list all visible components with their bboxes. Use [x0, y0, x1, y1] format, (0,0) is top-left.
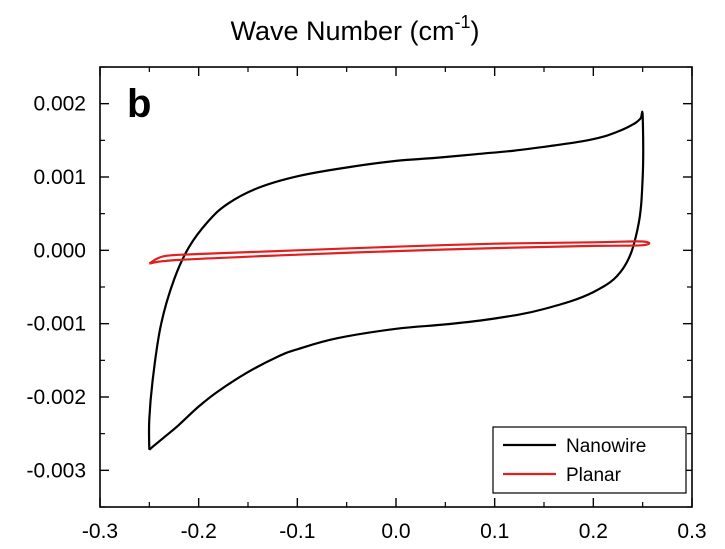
y-tick-label: -0.001	[26, 313, 86, 336]
x-tick-label: 0.3	[677, 520, 706, 543]
y-tick-label: -0.003	[26, 459, 86, 482]
x-tick-label: -0.1	[279, 520, 315, 543]
x-tick-label: 0.2	[579, 520, 608, 543]
chart-title-text: Wave Number (cm-1)	[230, 12, 479, 46]
legend-box	[492, 426, 687, 494]
series-line-planar	[148, 240, 651, 265]
legend: Nanowire Planar	[492, 426, 687, 494]
title-main: Wave Number (cm	[230, 16, 454, 46]
legend-label-nanowire: Nanowire	[566, 436, 646, 457]
panel-label: b	[127, 82, 151, 126]
x-tick-label: -0.2	[181, 520, 217, 543]
plot-axes: -0.3 -0.2 -0.1 0.0 0.1 0.2 0.3 0.002 0.001 0.000 -…	[26, 66, 707, 543]
y-tick-label: 0.000	[33, 239, 86, 262]
x-tick-label: 0.1	[480, 520, 509, 543]
title-suffix: )	[471, 16, 480, 46]
title-superscript: -1	[455, 12, 471, 32]
series-line-nanowire	[147, 110, 645, 451]
legend-label-planar: Planar	[566, 465, 622, 486]
y-tick-label: -0.002	[26, 386, 86, 409]
y-tick-label: 0.002	[33, 93, 86, 116]
series-layer	[147, 110, 651, 451]
y-tick-label: 0.001	[33, 166, 86, 189]
chart-title: Wave Number (cm-1)	[230, 12, 479, 46]
x-tick-label: 0.0	[381, 520, 410, 543]
x-tick-label: -0.3	[82, 520, 118, 543]
